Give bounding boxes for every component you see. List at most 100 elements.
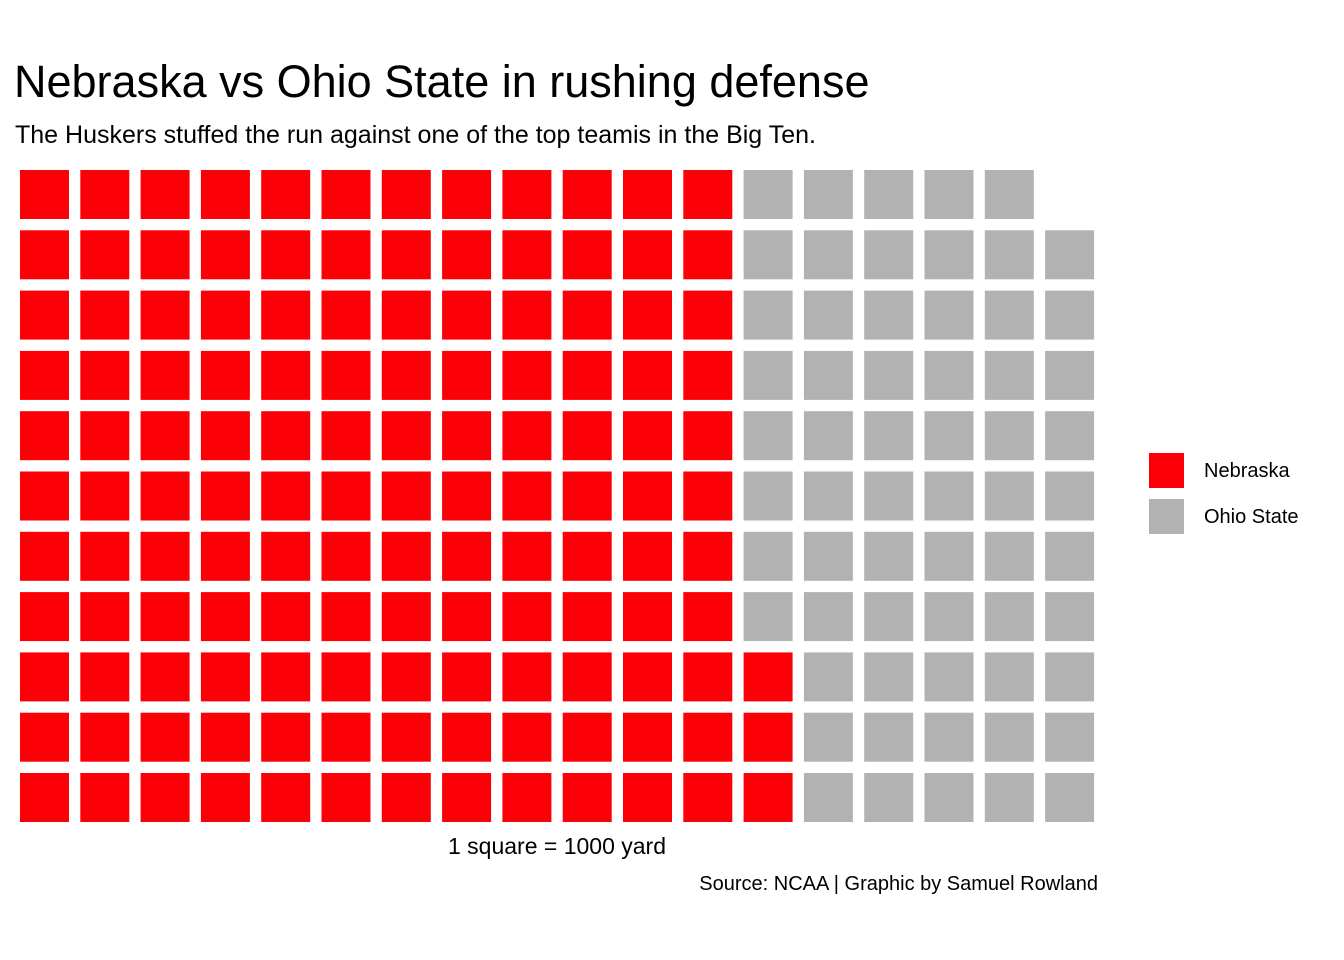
- square-nebraska: [502, 350, 552, 400]
- square-nebraska: [140, 230, 190, 280]
- square-nebraska: [562, 230, 612, 280]
- square-nebraska: [683, 531, 733, 581]
- square-nebraska: [381, 712, 431, 762]
- square-nebraska: [261, 592, 311, 642]
- square-nebraska: [261, 170, 311, 219]
- square-nebraska: [80, 652, 130, 702]
- square-nebraska: [80, 531, 130, 581]
- square-nebraska: [442, 170, 492, 219]
- square-nebraska: [743, 773, 793, 822]
- square-ohio-state: [803, 290, 853, 340]
- square-ohio-state: [924, 350, 974, 400]
- square-nebraska: [442, 230, 492, 280]
- square-ohio-state: [924, 531, 974, 581]
- square-nebraska: [80, 411, 130, 461]
- square-nebraska: [623, 230, 672, 280]
- square-ohio-state: [803, 712, 853, 762]
- square-nebraska: [261, 652, 311, 702]
- square-nebraska: [502, 290, 552, 340]
- square-nebraska: [562, 592, 612, 642]
- square-nebraska: [20, 411, 69, 461]
- square-ohio-state: [984, 290, 1034, 340]
- square-ohio-state: [1045, 350, 1095, 400]
- square-ohio-state: [803, 592, 853, 642]
- square-ohio-state: [803, 170, 853, 219]
- square-nebraska: [381, 592, 431, 642]
- square-nebraska: [80, 592, 130, 642]
- square-nebraska: [502, 531, 552, 581]
- square-ohio-state: [924, 230, 974, 280]
- square-nebraska: [442, 531, 492, 581]
- square-nebraska: [623, 411, 672, 461]
- square-nebraska: [321, 230, 371, 280]
- square-nebraska: [20, 170, 69, 219]
- square-nebraska: [562, 350, 612, 400]
- square-nebraska: [562, 712, 612, 762]
- square-nebraska: [321, 652, 371, 702]
- square-nebraska: [623, 290, 672, 340]
- square-nebraska: [502, 230, 552, 280]
- square-nebraska: [381, 773, 431, 822]
- square-nebraska: [321, 411, 371, 461]
- square-nebraska: [321, 290, 371, 340]
- square-nebraska: [623, 652, 672, 702]
- square-nebraska: [683, 411, 733, 461]
- square-nebraska: [381, 230, 431, 280]
- square-ohio-state: [743, 170, 793, 219]
- square-ohio-state: [924, 773, 974, 822]
- square-nebraska: [140, 471, 190, 521]
- square-ohio-state: [1045, 773, 1095, 822]
- square-ohio-state: [1045, 230, 1095, 280]
- square-nebraska: [140, 652, 190, 702]
- square-ohio-state: [743, 531, 793, 581]
- square-ohio-state: [803, 230, 853, 280]
- square-ohio-state: [864, 773, 914, 822]
- square-nebraska: [442, 471, 492, 521]
- square-nebraska: [200, 773, 250, 822]
- square-nebraska: [381, 411, 431, 461]
- chart-subtitle: The Huskers stuffed the run against one …: [15, 121, 816, 149]
- square-nebraska: [200, 531, 250, 581]
- square-nebraska: [200, 652, 250, 702]
- square-nebraska: [562, 290, 612, 340]
- square-ohio-state: [864, 170, 914, 219]
- square-ohio-state: [743, 471, 793, 521]
- square-nebraska: [261, 290, 311, 340]
- square-nebraska: [442, 592, 492, 642]
- square-ohio-state: [803, 773, 853, 822]
- square-nebraska: [200, 170, 250, 219]
- square-ohio-state: [803, 350, 853, 400]
- square-nebraska: [200, 230, 250, 280]
- square-nebraska: [442, 290, 492, 340]
- square-ohio-state: [743, 350, 793, 400]
- square-nebraska: [20, 773, 69, 822]
- square-nebraska: [623, 712, 672, 762]
- square-nebraska: [200, 471, 250, 521]
- square-nebraska: [442, 712, 492, 762]
- square-nebraska: [321, 170, 371, 219]
- square-nebraska: [20, 592, 69, 642]
- square-ohio-state: [803, 411, 853, 461]
- square-nebraska: [502, 471, 552, 521]
- square-nebraska: [442, 411, 492, 461]
- square-ohio-state: [1045, 471, 1095, 521]
- square-ohio-state: [1045, 712, 1095, 762]
- square-nebraska: [562, 411, 612, 461]
- square-nebraska: [623, 773, 672, 822]
- square-ohio-state: [924, 592, 974, 642]
- square-ohio-state: [984, 712, 1034, 762]
- square-nebraska: [562, 652, 612, 702]
- square-nebraska: [200, 411, 250, 461]
- square-ohio-state: [803, 471, 853, 521]
- square-nebraska: [261, 531, 311, 581]
- square-nebraska: [80, 350, 130, 400]
- square-ohio-state: [803, 652, 853, 702]
- chart-caption: Source: NCAA | Graphic by Samuel Rowland: [699, 873, 1098, 895]
- square-nebraska: [140, 592, 190, 642]
- square-ohio-state: [864, 350, 914, 400]
- square-nebraska: [683, 350, 733, 400]
- square-nebraska: [683, 230, 733, 280]
- square-nebraska: [80, 712, 130, 762]
- square-ohio-state: [924, 290, 974, 340]
- legend-label-ohio-state: Ohio State: [1204, 506, 1299, 528]
